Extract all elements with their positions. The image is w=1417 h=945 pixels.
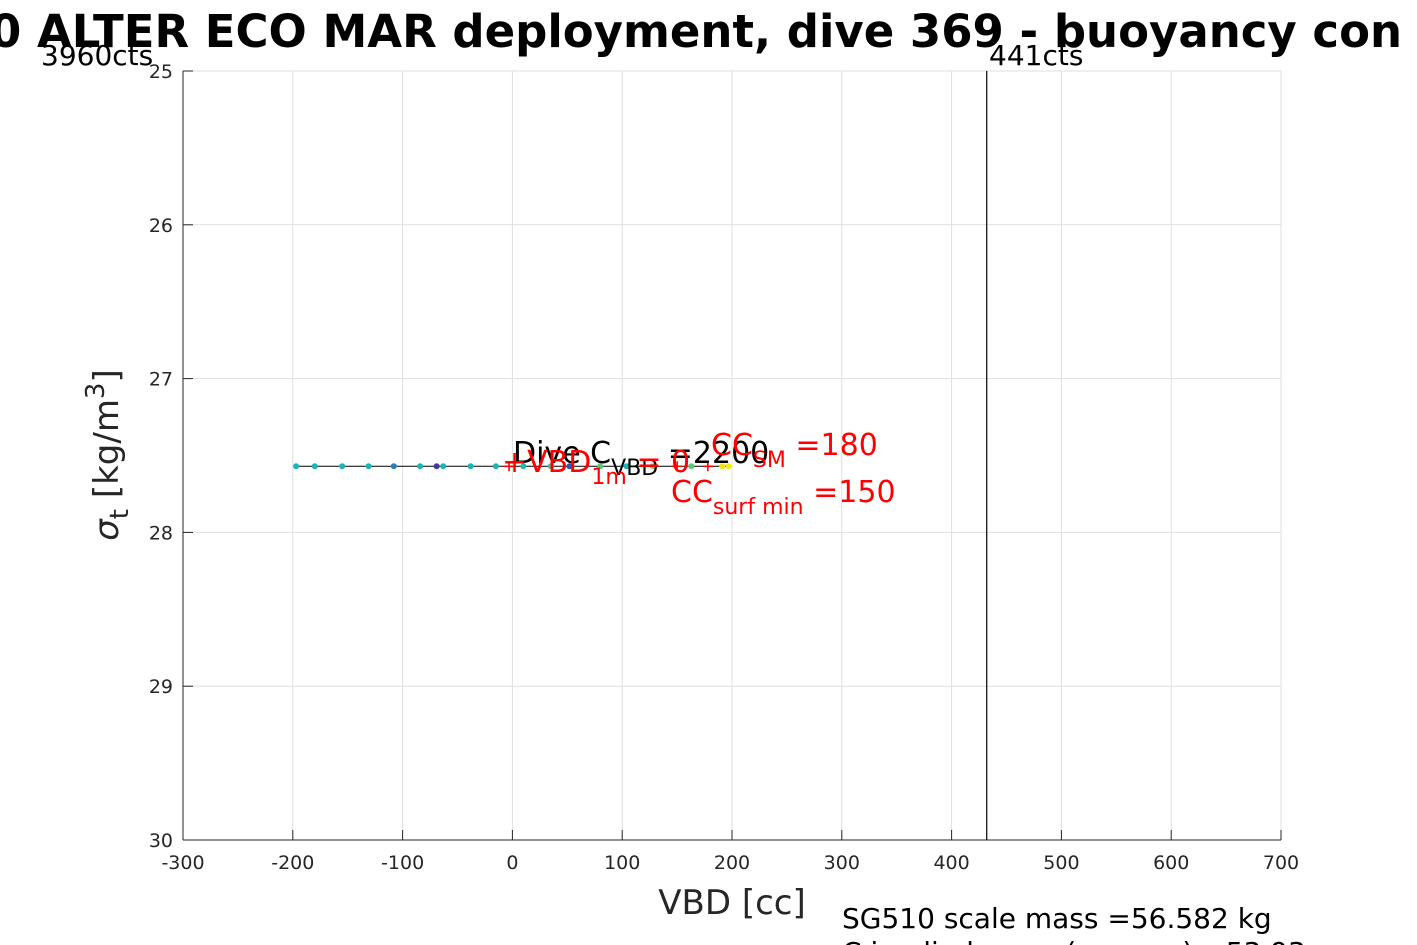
data-point xyxy=(417,463,424,470)
x-tick-label: 400 xyxy=(933,852,969,874)
data-point xyxy=(623,463,630,470)
annotation-dive-c-vbd: Dive CVBD =2200 xyxy=(513,436,769,481)
data-point xyxy=(365,463,372,470)
data-point xyxy=(649,463,656,470)
x-tick-label: 0 xyxy=(506,852,518,874)
y-axis-label-symbol: σ xyxy=(87,518,127,541)
y-axis-label: σt [kg/m3] xyxy=(81,369,135,541)
x-tick-label: -300 xyxy=(161,852,204,874)
y-axis-label-units-sup: 3 xyxy=(81,383,111,400)
y-tick-label: 27 xyxy=(149,369,173,391)
chart-title: 0 ALTER ECO MAR deployment, dive 369 - b… xyxy=(0,5,1402,58)
y-tick-label: 30 xyxy=(149,830,173,852)
footer-scale-mass: SG510 scale mass =56.582 kg xyxy=(842,902,1272,935)
plus-marker xyxy=(672,461,683,472)
plus-marker xyxy=(504,461,515,472)
data-point xyxy=(390,463,397,470)
data-point xyxy=(597,463,604,470)
x-tick-labels: -300 -200 -100 0 100 200 300 400 500 600 700 xyxy=(161,852,1299,874)
data-point xyxy=(440,463,447,470)
data-point xyxy=(311,463,318,470)
grid xyxy=(182,70,1282,841)
data-point xyxy=(520,463,527,470)
data-point xyxy=(492,463,499,470)
min-vbd-count-left: 3960cts xyxy=(41,39,153,72)
axes xyxy=(182,70,1282,841)
x-tick-label: 100 xyxy=(604,852,640,874)
x-tick-label: -200 xyxy=(271,852,314,874)
y-tick-label: 29 xyxy=(149,676,173,698)
y-axis-label-units-close: ] xyxy=(87,369,127,382)
y-axis-label-subscript: t xyxy=(105,509,135,519)
data-point xyxy=(688,463,695,470)
plus-marker xyxy=(702,461,713,472)
y-tick-label: 25 xyxy=(149,61,173,83)
x-tick-label: -100 xyxy=(381,852,424,874)
data-point xyxy=(293,463,300,470)
x-tick-label: 700 xyxy=(1263,852,1299,874)
x-tick-label: 600 xyxy=(1153,852,1189,874)
footer-implied-mass: C implied mass (sg spec) =53.93 xyxy=(842,936,1306,945)
annotation-cc-surf-min: CCsurf min =150 xyxy=(671,475,896,520)
data-point xyxy=(725,463,732,470)
x-tick-label: 200 xyxy=(714,852,750,874)
annotation-cc-sm: CCSM =180 xyxy=(711,428,878,473)
data-series xyxy=(293,71,988,840)
data-point xyxy=(467,463,474,470)
data-point xyxy=(719,463,726,470)
y-tick-label: 26 xyxy=(149,215,173,237)
data-point xyxy=(339,463,346,470)
y-axis-label-units: [kg/m xyxy=(87,399,127,509)
y-tick-label: 28 xyxy=(149,522,173,544)
x-tick-label: 500 xyxy=(1043,852,1079,874)
y-tick-labels: 25 26 27 28 29 30 xyxy=(149,61,173,852)
x-axis-label: VBD [cc] xyxy=(658,883,806,923)
annotation-vbd-1m: +VBD1m = 0 xyxy=(502,445,690,490)
data-point xyxy=(566,463,573,470)
min-vbd-count-right: 441cts xyxy=(989,39,1083,72)
data-point xyxy=(433,463,440,470)
data-point xyxy=(547,463,554,470)
x-tick-label: 300 xyxy=(824,852,860,874)
